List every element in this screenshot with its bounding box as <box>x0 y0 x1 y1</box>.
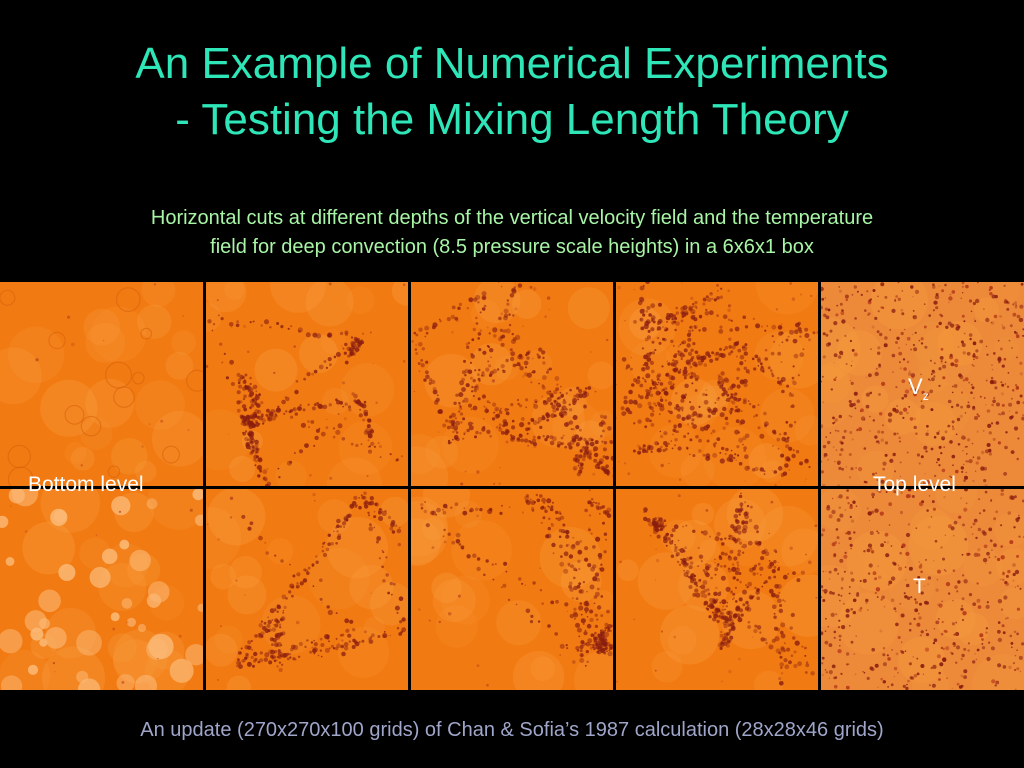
t-panel-depth-1 <box>0 489 203 690</box>
vz-panel-depth-1 <box>0 282 203 486</box>
title-line-2: - Testing the Mixing Length Theory <box>175 95 849 144</box>
slide-title: An Example of Numerical Experiments - Te… <box>0 36 1024 148</box>
t-label: T <box>913 575 926 598</box>
vz-label-main: V <box>908 374 923 399</box>
subtitle-line-1: Horizontal cuts at different depths of t… <box>150 207 874 229</box>
bottom-level-label: Bottom level <box>28 473 144 496</box>
vz-panel-depth-3 <box>411 282 613 486</box>
vz-panel-depth-2 <box>206 282 408 486</box>
t-panel-depth-4 <box>616 489 818 690</box>
t-panel-depth-5 <box>821 489 1024 690</box>
slide-subtitle: Horizontal cuts at different depths of t… <box>40 204 984 262</box>
t-panel-depth-2 <box>206 489 408 690</box>
simulation-image-grid: Bottom level Top level Vz T <box>0 282 1024 690</box>
vz-panel-depth-4 <box>616 282 818 486</box>
subtitle-line-2: field for deep convection (8.5 pressure … <box>210 236 814 258</box>
slide-footer: An update (270x270x100 grids) of Chan & … <box>140 719 884 741</box>
vz-panel-depth-5 <box>821 282 1024 486</box>
vz-label-subscript: z <box>922 389 929 403</box>
top-level-label: Top level <box>873 473 956 496</box>
title-line-1: An Example of Numerical Experiments <box>135 39 889 88</box>
t-panel-depth-3 <box>411 489 613 690</box>
vz-label: Vz <box>908 375 929 408</box>
